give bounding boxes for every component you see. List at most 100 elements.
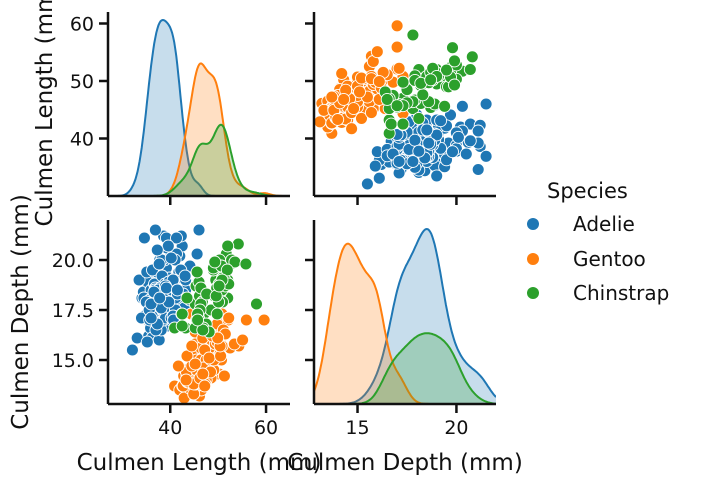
point-gentoo [364,106,378,120]
point-gentoo [370,45,384,59]
point-chinstrap [396,117,410,131]
legend-marker-gentoo [527,253,539,265]
point-chinstrap [406,28,420,42]
point-gentoo [202,351,216,365]
point-chinstrap [446,41,459,55]
point-adelie [459,147,473,161]
point-chinstrap [175,319,189,333]
point-adelie [430,169,444,183]
point-adelie [170,283,184,297]
legend-title: Species [547,179,628,203]
point-adelie [190,247,204,261]
point-gentoo [372,75,386,89]
point-gentoo [196,367,210,381]
kde-fill-adelie [117,20,286,196]
panel-length-kde [117,18,286,196]
point-gentoo [390,19,404,33]
point-gentoo [236,333,250,347]
axes-spines [106,12,496,406]
point-chinstrap [239,257,253,271]
point-gentoo [188,357,202,371]
point-adelie [372,171,386,185]
point-adelie [170,231,183,245]
point-chinstrap [220,263,234,277]
y-tick-depth-20.0-label: 20.0 [52,250,94,272]
point-gentoo [217,369,231,383]
point-adelie [140,335,154,349]
legend-marker-adelie [527,218,539,230]
x-axis-label-depth: Culmen Depth (mm) [287,450,523,476]
point-gentoo [390,40,404,54]
kde-fill-gentoo [117,63,286,196]
point-adelie [412,144,426,158]
point-chinstrap [440,63,453,77]
point-chinstrap [448,78,461,92]
point-adelie [451,130,465,144]
point-chinstrap [416,88,430,102]
point-adelie [368,159,382,173]
point-chinstrap [208,255,222,269]
point-gentoo [185,339,199,353]
point-chinstrap [424,73,438,87]
point-adelie [360,177,374,191]
point-chinstrap [412,111,426,125]
point-gentoo [337,92,351,106]
point-adelie [192,223,206,237]
x-axis-label-length: Culmen Length (mm) [77,450,322,476]
point-gentoo [222,311,236,325]
legend-marker-chinstrap [527,287,539,299]
point-adelie [148,223,162,237]
point-gentoo [239,313,253,327]
y-tick-length-40-label: 40 [70,129,94,151]
legend-label-chinstrap: Chinstrap [573,281,669,305]
point-gentoo [325,90,339,104]
x-tick-depth-20-label: 20 [444,417,468,439]
kde-line-chinstrap [117,123,286,196]
point-adelie [161,239,175,253]
point-gentoo [198,379,212,393]
point-adelie [446,145,459,159]
point-chinstrap [191,313,205,327]
y-tick-length-50-label: 50 [70,71,94,93]
point-adelie [152,257,166,271]
y-tick-depth-15.0-label: 15.0 [52,350,94,372]
point-gentoo [171,359,185,373]
legend: Species Adelie Gentoo Chinstrap [527,179,669,305]
point-gentoo [257,313,271,327]
point-adelie [463,134,477,148]
panel-length-vs-depth-scatter-bottom [125,223,271,405]
point-adelie [178,269,192,283]
kde-fill-gentoo [314,243,496,404]
point-chinstrap [180,291,194,305]
point-gentoo [347,102,361,116]
point-adelie [132,273,146,287]
point-gentoo [355,111,368,125]
point-chinstrap [384,117,398,131]
point-adelie [479,97,493,111]
y-axis-label-depth: Culmen Depth (mm) [8,194,34,430]
point-chinstrap [190,265,204,279]
x-tick-length-40-label: 40 [158,417,182,439]
y-tick-depth-17.5-label: 17.5 [52,300,94,322]
x-tick-length-60-label: 60 [254,417,278,439]
point-chinstrap [250,297,263,311]
point-adelie [153,291,167,305]
point-adelie [471,163,485,176]
y-tick-length-60-label: 60 [70,14,94,36]
point-adelie [455,99,469,113]
point-gentoo [179,373,193,387]
panel-depth-kde [314,227,496,405]
point-adelie [137,231,151,245]
point-chinstrap [463,63,477,76]
kde-line-adelie [117,18,286,196]
point-chinstrap [380,92,394,106]
point-chinstrap [438,99,452,113]
point-adelie [392,155,406,168]
point-chinstrap [196,323,210,337]
point-chinstrap [221,239,235,253]
point-adelie [420,123,434,137]
x-tick-depth-15-label: 15 [345,417,369,439]
legend-label-gentoo: Gentoo [573,247,646,271]
point-adelie [125,343,139,357]
